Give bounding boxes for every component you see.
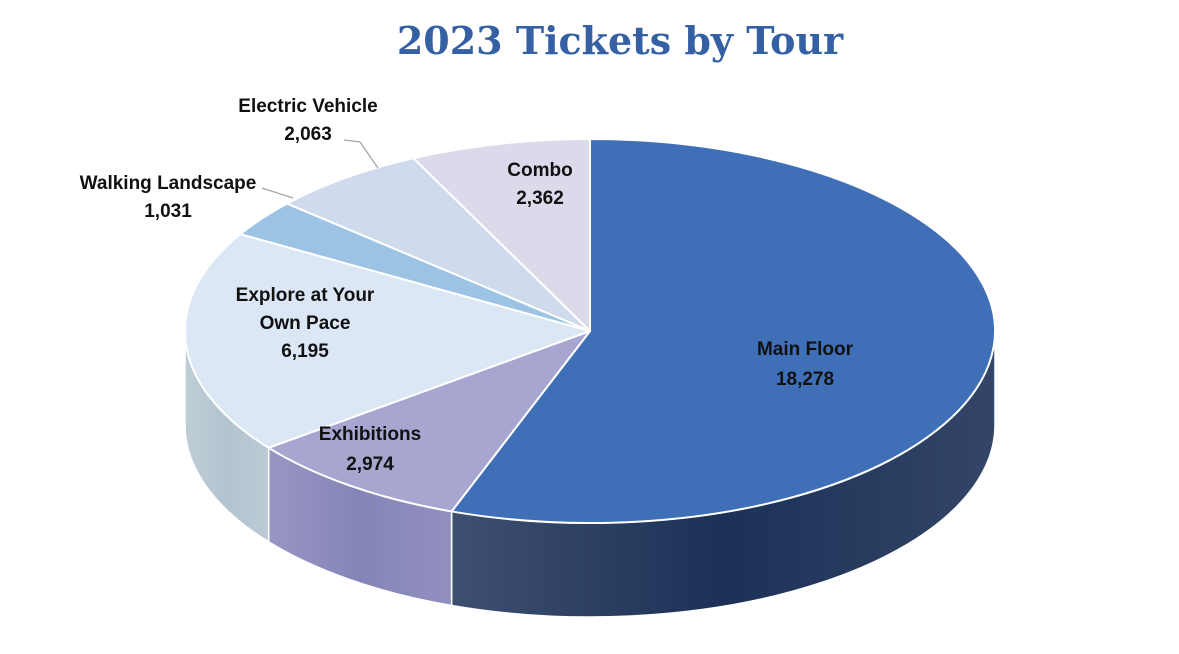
slice-electric-vehicle [286,157,591,332]
category-label-walking-landscape: Walking Landscape [80,173,257,194]
category-label-explore-at-your-own-pace: Own Pace [260,313,351,334]
slice-main-floor [450,138,996,524]
category-label-exhibitions: Exhibitions [319,424,421,445]
slice-combo [412,138,591,332]
category-label-main-floor: Main Floor [757,339,854,360]
category-label-combo: Combo [507,160,572,181]
leader-line-walking-landscape [261,187,294,199]
value-label-walking-landscape: 1,031 [144,201,192,222]
slice-exhibitions [267,330,591,513]
value-label-exhibitions: 2,974 [346,454,394,475]
value-label-electric-vehicle: 2,063 [284,124,332,145]
category-label-explore-at-your-own-pace: Explore at Your [236,285,375,306]
category-label-electric-vehicle: Electric Vehicle [238,96,377,117]
chart-title: 2023 Tickets by Tour [396,18,844,63]
leader-line-electric-vehicle [343,139,379,169]
value-label-main-floor: 18,278 [776,369,834,390]
value-label-combo: 2,362 [516,188,564,209]
value-label-explore-at-your-own-pace: 6,195 [281,341,329,362]
slice-explore-at-your-own-pace [184,233,591,449]
